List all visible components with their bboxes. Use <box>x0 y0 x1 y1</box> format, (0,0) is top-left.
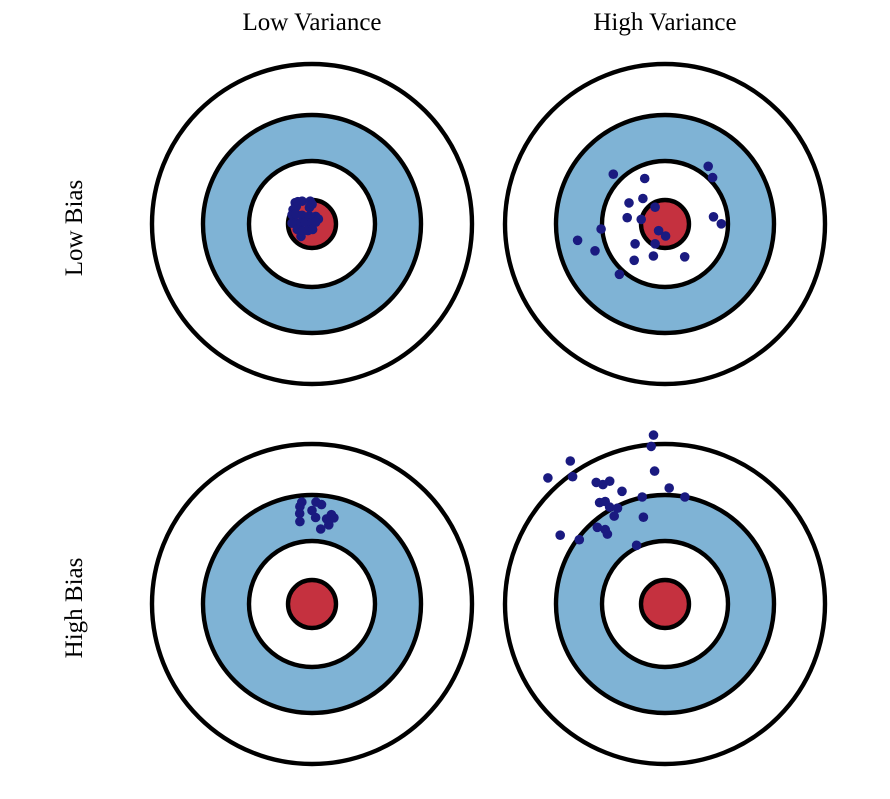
svg-text:High Bias: High Bias <box>61 558 88 659</box>
svg-text:Low Bias: Low Bias <box>61 180 88 277</box>
svg-text:Low Variance: Low Variance <box>242 9 381 36</box>
svg-text:High Variance: High Variance <box>593 9 736 36</box>
